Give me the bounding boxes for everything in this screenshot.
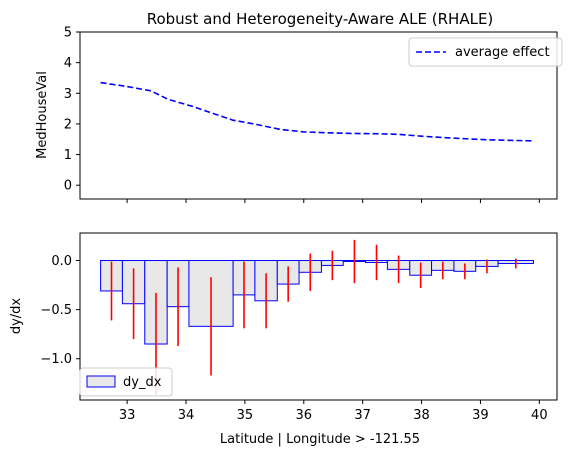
bottom-legend: dy_dx [79,367,173,397]
top-title: Robust and Heterogeneity-Aware ALE (RHAL… [147,10,494,28]
average-effect-line [100,81,534,142]
dy-dx-legend-label: dy_dx [123,375,162,390]
bottom-x-tick-label: 38 [413,408,430,423]
bottom-plot-area [100,239,534,396]
top-legend: average effect [408,37,563,67]
bottom-x-tick-label: 39 [472,408,489,423]
top-y-tick-label: 3 [64,87,72,102]
bottom-legend-box [79,367,173,397]
top-legend-box [408,37,563,67]
bottom-y-tick-label: −1.0 [40,352,72,367]
top-y-tick-label: 4 [64,56,72,71]
bottom-x-tick-label: 37 [354,408,371,423]
bottom-y-ticks: 0.0 −0.5 −1.0 [40,254,80,367]
bottom-x-axis-label: Latitude | Longitude > -121.55 [220,432,420,447]
bottom-x-tick-label: 40 [531,408,548,423]
top-x-ticks [126,199,540,203]
top-panel: Robust and Heterogeneity-Aware ALE (RHAL… [35,10,563,203]
top-y-tick-label: 2 [64,117,72,132]
bottom-x-tick-label: 35 [237,408,254,423]
top-plot-frame [79,31,558,200]
top-y-axis-label: MedHouseVal [35,71,50,159]
top-y-tick-label: 0 [64,179,72,194]
bottom-x-tick-label: 36 [296,408,313,423]
bottom-panel: 0.0 −0.5 −1.0 33 34 35 36 37 38 39 40 dy/dx Latit… [9,232,558,447]
top-y-tick-label: 1 [64,148,72,163]
average-effect-legend-label: average effect [455,45,550,60]
bottom-x-ticks: 33 34 35 36 37 38 39 40 [119,400,548,423]
dy-dx-legend-swatch [86,375,116,388]
bottom-y-axis-label: dy/dx [9,298,24,335]
bottom-y-tick-label: −0.5 [40,303,72,318]
top-y-tick-label: 5 [64,26,72,41]
top-y-ticks: 0 1 2 3 4 5 [64,26,80,194]
top-plot-area [100,81,534,142]
bottom-x-tick-label: 34 [178,408,195,423]
bottom-x-tick-label: 33 [119,408,136,423]
bottom-plot-frame [79,232,558,401]
bottom-y-tick-label: 0.0 [51,254,72,269]
